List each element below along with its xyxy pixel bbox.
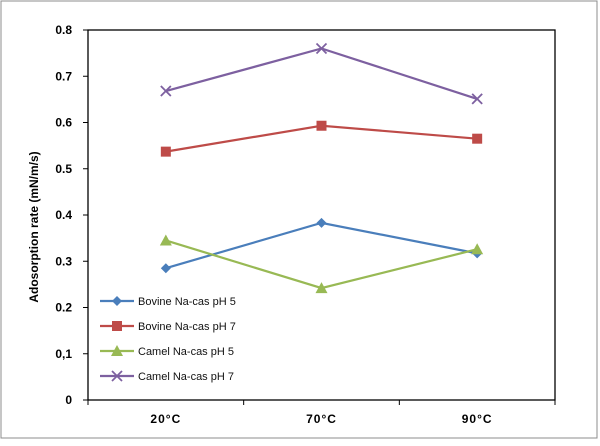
x-tick-label: 20°C bbox=[150, 412, 181, 426]
data-point-camel-na-cas-ph-7 bbox=[160, 85, 172, 97]
y-tick-label: 0.2 bbox=[55, 301, 72, 315]
y-tick-label: 0.5 bbox=[55, 162, 72, 176]
legend-entry: Camel Na-cas pH 5 bbox=[100, 345, 234, 358]
y-tick-label: 0.4 bbox=[55, 208, 72, 222]
data-point-camel-na-cas-ph-5 bbox=[159, 234, 172, 246]
y-axis-title: Adosorption rate (mN/m/s) bbox=[27, 151, 41, 302]
y-tick-label: 0 bbox=[65, 393, 72, 407]
data-point-camel-na-cas-ph-7 bbox=[471, 93, 483, 105]
data-point-camel-na-cas-ph-5 bbox=[471, 243, 484, 255]
data-point-bovine-na-cas-ph-7 bbox=[160, 146, 171, 157]
legend-marker bbox=[111, 370, 123, 382]
x-tick-label: 90°C bbox=[462, 412, 493, 426]
legend-marker bbox=[112, 296, 122, 306]
legend-label: Bovine Na-cas pH 5 bbox=[138, 296, 236, 308]
x-tick-label: 70°C bbox=[306, 412, 337, 426]
data-point-bovine-na-cas-ph-7 bbox=[472, 133, 483, 144]
data-point-camel-na-cas-ph-5 bbox=[315, 282, 328, 294]
data-point-bovine-na-cas-ph-5 bbox=[160, 263, 171, 274]
y-tick-label: 0.6 bbox=[55, 116, 72, 130]
legend-marker bbox=[111, 345, 123, 356]
data-point-bovine-na-cas-ph-7 bbox=[316, 120, 327, 131]
y-tick-label: 0.3 bbox=[55, 254, 72, 268]
legend-label: Camel Na-cas pH 7 bbox=[138, 371, 234, 383]
legend-entry: Bovine Na-cas pH 7 bbox=[100, 321, 236, 333]
data-point-bovine-na-cas-ph-5 bbox=[316, 217, 327, 228]
legend-marker bbox=[112, 321, 122, 331]
data-point-camel-na-cas-ph-7 bbox=[315, 42, 328, 55]
legend-label: Camel Na-cas pH 5 bbox=[138, 346, 234, 358]
y-tick-label: 0,1 bbox=[55, 347, 72, 361]
legend-label: Bovine Na-cas pH 7 bbox=[138, 321, 236, 333]
legend-entry: Bovine Na-cas pH 5 bbox=[100, 296, 236, 308]
legend-entry: Camel Na-cas pH 7 bbox=[100, 370, 234, 383]
y-tick-label: 0.8 bbox=[55, 23, 72, 37]
y-tick-label: 0.7 bbox=[55, 69, 72, 83]
